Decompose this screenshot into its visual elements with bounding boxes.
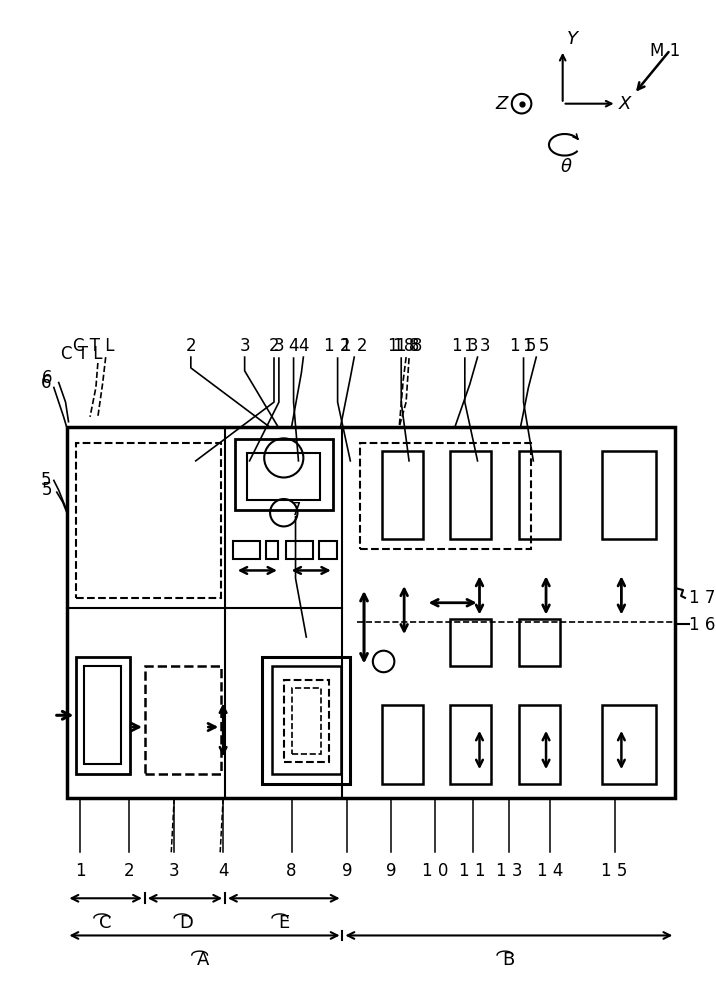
Text: 2: 2: [185, 337, 196, 355]
Bar: [266, 541, 278, 559]
Bar: [233, 541, 261, 559]
Text: C T L: C T L: [61, 345, 102, 363]
Text: B: B: [503, 951, 515, 969]
Bar: [518, 705, 560, 784]
Bar: [518, 619, 560, 666]
Text: 1 0: 1 0: [422, 862, 449, 880]
Text: 2: 2: [268, 337, 279, 355]
Bar: [319, 541, 337, 559]
Bar: [272, 666, 341, 774]
Text: Y: Y: [566, 30, 578, 48]
Text: 1 4: 1 4: [537, 862, 563, 880]
Text: A: A: [198, 951, 210, 969]
Bar: [382, 705, 422, 784]
Text: 7: 7: [290, 501, 301, 519]
Text: D: D: [179, 914, 193, 932]
Bar: [84, 666, 121, 764]
Text: 9: 9: [342, 862, 353, 880]
Text: 1 5: 1 5: [511, 337, 537, 355]
Bar: [77, 657, 130, 774]
Text: Z: Z: [495, 95, 508, 113]
Text: 1 2: 1 2: [324, 337, 351, 355]
Text: 1 7: 1 7: [689, 589, 715, 607]
Text: 4: 4: [289, 337, 299, 355]
Bar: [450, 619, 491, 666]
Bar: [67, 427, 675, 798]
Text: X: X: [619, 95, 631, 113]
Text: 6: 6: [41, 374, 52, 392]
Bar: [262, 657, 350, 784]
Bar: [602, 705, 656, 784]
Bar: [518, 451, 560, 539]
Text: 4: 4: [298, 337, 309, 355]
Text: C: C: [100, 914, 112, 932]
Bar: [284, 680, 329, 762]
Bar: [360, 443, 531, 549]
Text: 9: 9: [386, 862, 397, 880]
Text: 1 1: 1 1: [460, 862, 486, 880]
Text: 3: 3: [169, 862, 180, 880]
Text: 1 5: 1 5: [601, 862, 628, 880]
Bar: [450, 705, 491, 784]
Bar: [602, 451, 656, 539]
Text: 8: 8: [286, 862, 297, 880]
Text: 1: 1: [75, 862, 85, 880]
Text: 2: 2: [124, 862, 135, 880]
Bar: [145, 666, 221, 774]
Text: 1 8: 1 8: [393, 337, 420, 355]
Text: C T L: C T L: [74, 337, 115, 355]
Text: 5: 5: [42, 481, 52, 499]
Bar: [291, 688, 321, 754]
Text: 1 2: 1 2: [341, 337, 367, 355]
Text: M 1: M 1: [650, 42, 680, 60]
Bar: [77, 443, 221, 598]
Text: 3: 3: [274, 337, 284, 355]
Text: 1 5: 1 5: [523, 337, 549, 355]
Text: E: E: [278, 914, 289, 932]
Text: $\theta$: $\theta$: [560, 158, 573, 176]
Text: 1 8: 1 8: [396, 337, 422, 355]
Text: 3: 3: [239, 337, 250, 355]
Text: 1 6: 1 6: [689, 616, 715, 634]
Bar: [382, 451, 422, 539]
Text: 1 3: 1 3: [464, 337, 490, 355]
Text: 1 3: 1 3: [495, 862, 522, 880]
Text: 1 8: 1 8: [388, 337, 415, 355]
Text: 5: 5: [41, 471, 52, 489]
Bar: [286, 541, 313, 559]
Text: 4: 4: [218, 862, 228, 880]
Bar: [235, 439, 333, 510]
Bar: [246, 453, 320, 500]
Text: 1 3: 1 3: [452, 337, 478, 355]
Bar: [450, 451, 491, 539]
Text: 6: 6: [42, 369, 52, 387]
